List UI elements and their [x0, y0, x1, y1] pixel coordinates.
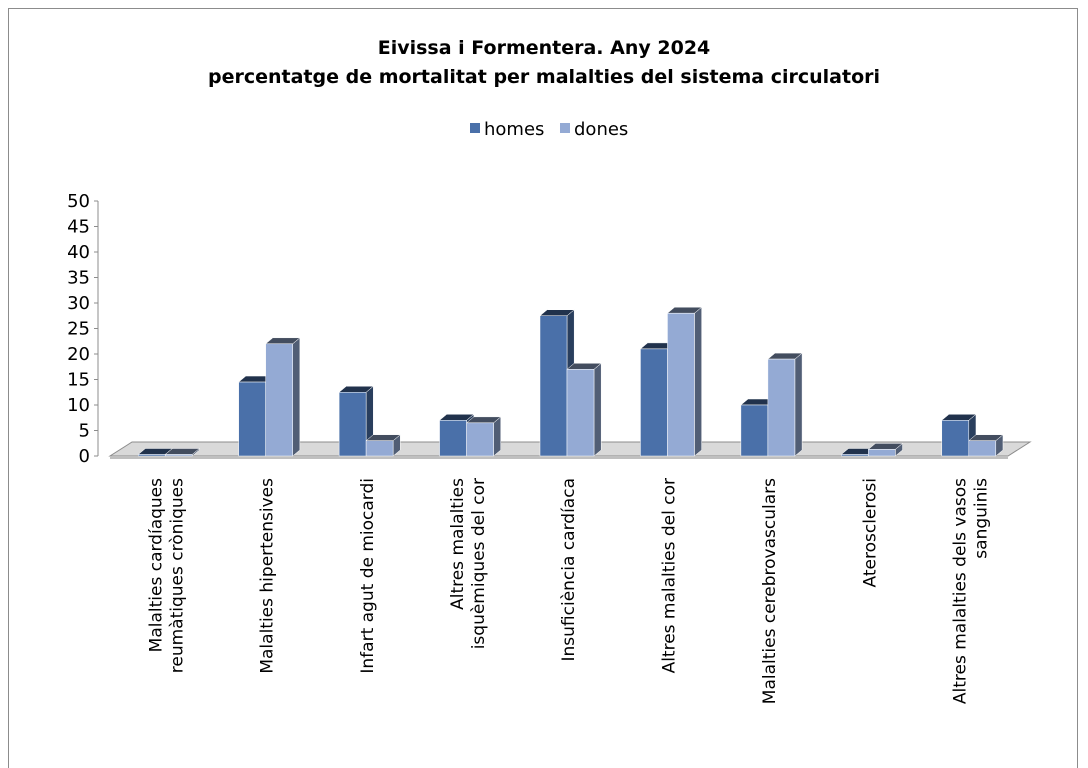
- y-tick-label: 15: [67, 370, 90, 391]
- bar-dones: [164, 447, 201, 457]
- category-label: isquèmiques del cor: [469, 478, 489, 649]
- bar-homes: [338, 385, 375, 457]
- y-tick-label: 40: [67, 242, 90, 263]
- category-label: Malalties cerebrovasculars: [760, 478, 780, 704]
- bars: [137, 306, 1004, 457]
- category-label: Altres malalties: [448, 478, 468, 610]
- legend: homes dones: [470, 119, 628, 140]
- legend-swatch-dones: [560, 123, 570, 133]
- chart-title: Eivissa i Formentera. Any 2024: [378, 37, 711, 59]
- y-tick-label: 25: [67, 319, 90, 340]
- category-label: Altres malalties del cor: [659, 478, 679, 673]
- y-tick-label: 30: [67, 293, 90, 314]
- category-label: reumàtiques cròniques: [168, 478, 188, 673]
- category-label: sanguinis: [971, 478, 991, 559]
- category-label: Altres malalties dels vasos: [950, 478, 970, 704]
- bar-dones: [867, 442, 904, 457]
- y-tick-label: 0: [79, 446, 90, 467]
- y-tick-label: 20: [67, 344, 90, 365]
- bar-homes: [941, 413, 977, 457]
- y-tick-label: 5: [79, 421, 90, 442]
- legend-swatch-homes: [470, 123, 480, 133]
- y-tick-label: 35: [67, 268, 90, 289]
- bar-dones: [365, 434, 402, 457]
- bar-dones: [767, 352, 803, 457]
- legend-label-dones: dones: [574, 119, 628, 140]
- category-label: Insuficiència cardíaca: [559, 478, 579, 661]
- y-tick-label: 45: [67, 217, 90, 238]
- bar-dones: [465, 416, 502, 457]
- bar-dones: [566, 362, 602, 457]
- bar-dones: [264, 337, 301, 457]
- legend-label-homes: homes: [484, 119, 544, 140]
- bar-dones: [968, 434, 1004, 457]
- bar-dones: [666, 306, 703, 457]
- category-label: Malalties hipertensives: [258, 478, 278, 674]
- category-label: Malalties cardíaques: [147, 478, 167, 652]
- category-labels: Malalties cardíaques reumàtiques crònique…: [147, 478, 992, 704]
- y-tick-label: 10: [67, 395, 90, 416]
- floor-edge: [110, 456, 1008, 459]
- chart-subtitle: percentatge de mortalitat per malalties …: [208, 66, 880, 88]
- category-label: Aterosclerosi: [860, 478, 880, 587]
- y-axis: 0 5 10 15 20 25 30 35 40 45 50: [67, 191, 99, 467]
- y-tick-label: 50: [67, 191, 90, 212]
- category-label: Infart agut de miocardi: [358, 478, 378, 674]
